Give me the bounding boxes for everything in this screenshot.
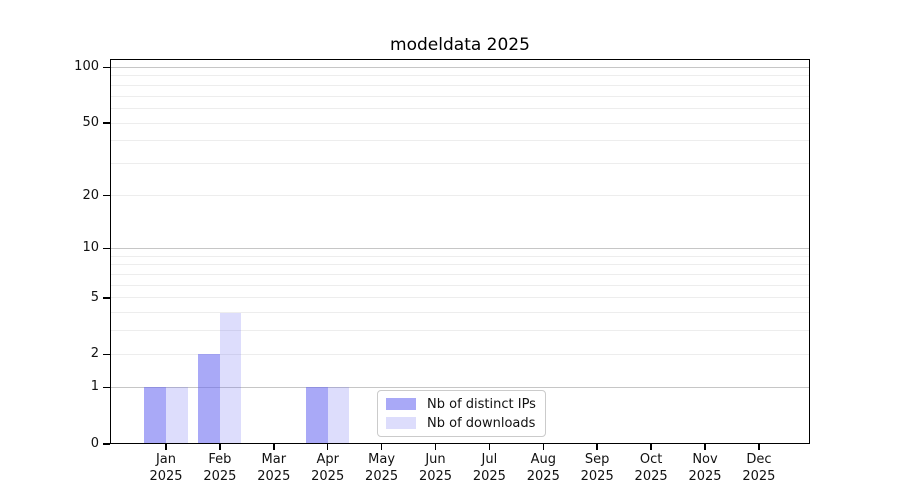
gridline-major bbox=[110, 386, 810, 388]
x-tick bbox=[326, 444, 329, 450]
x-tick bbox=[434, 444, 437, 450]
y-tick-label: 5 bbox=[90, 289, 99, 305]
y-tick bbox=[103, 297, 110, 299]
bar-nb-of-distinct-ips-apr bbox=[306, 387, 328, 444]
x-tick-month: Nov bbox=[692, 452, 718, 467]
gridline-minor bbox=[110, 284, 810, 286]
x-tick-month: Jul bbox=[481, 452, 498, 467]
bar-nb-of-downloads-jan bbox=[166, 387, 188, 444]
gridline-minor bbox=[110, 297, 810, 299]
y-tick bbox=[103, 443, 110, 445]
x-tick-year: 2025 bbox=[365, 468, 399, 484]
y-tick-label: 20 bbox=[82, 187, 99, 203]
legend-swatch-downloads bbox=[386, 417, 416, 429]
x-tick-year: 2025 bbox=[580, 468, 614, 484]
x-tick bbox=[273, 444, 275, 450]
x-tick-year: 2025 bbox=[311, 468, 345, 484]
legend: Nb of distinct IPs Nb of downloads bbox=[377, 390, 546, 437]
bar-nb-of-distinct-ips-jan bbox=[144, 387, 166, 444]
y-tick-label: 10 bbox=[82, 240, 99, 256]
x-tick bbox=[219, 444, 221, 450]
x-tick-year: 2025 bbox=[526, 468, 560, 484]
plot-area bbox=[110, 59, 810, 444]
x-tick-month: Jan bbox=[155, 452, 177, 467]
x-tick-year: 2025 bbox=[418, 468, 453, 484]
gridline-minor bbox=[110, 140, 810, 142]
bar-nb-of-downloads-apr bbox=[327, 387, 350, 444]
x-tick bbox=[542, 444, 545, 450]
y-tick-label: 50 bbox=[82, 115, 99, 131]
y-tick bbox=[103, 194, 110, 197]
x-tick-year: 2025 bbox=[742, 468, 776, 484]
gridline-major bbox=[110, 247, 810, 249]
x-tick-label: Oct 2025 bbox=[619, 452, 683, 485]
x-tick-label: Jan 2025 bbox=[134, 452, 198, 485]
legend-label-distinct-ips: Nb of distinct IPs bbox=[427, 396, 536, 412]
x-tick-month: Dec bbox=[746, 452, 772, 467]
legend-item-distinct-ips: Nb of distinct IPs bbox=[386, 396, 545, 412]
x-tick bbox=[380, 444, 383, 450]
x-tick-label: Mar 2025 bbox=[242, 452, 306, 485]
legend-swatch-distinct-ips bbox=[386, 398, 416, 410]
x-tick-month: May bbox=[368, 452, 396, 467]
x-tick-month: Sep bbox=[584, 452, 610, 467]
y-tick bbox=[103, 386, 110, 389]
x-tick-month: Apr bbox=[316, 452, 339, 467]
x-tick bbox=[488, 444, 491, 450]
x-tick-year: 2025 bbox=[688, 468, 722, 484]
bar-nb-of-downloads-feb bbox=[219, 312, 242, 444]
gridline-minor bbox=[110, 264, 810, 266]
gridline-minor bbox=[110, 122, 810, 124]
x-tick-label: Jun 2025 bbox=[404, 452, 468, 485]
x-tick-label: Feb 2025 bbox=[188, 452, 252, 485]
gridline-major bbox=[110, 66, 810, 68]
y-tick bbox=[103, 122, 110, 124]
x-tick-year: 2025 bbox=[472, 468, 506, 484]
x-tick-month: Feb bbox=[208, 452, 232, 467]
gridline-minor bbox=[110, 75, 810, 77]
legend-label-downloads: Nb of downloads bbox=[427, 415, 536, 431]
x-tick-label: Jul 2025 bbox=[457, 452, 521, 485]
x-tick-year: 2025 bbox=[257, 468, 291, 484]
x-tick-month: Oct bbox=[639, 452, 663, 467]
gridline-minor bbox=[110, 163, 810, 165]
gridline-minor bbox=[110, 195, 810, 197]
x-tick-label: Aug 2025 bbox=[511, 452, 575, 485]
y-tick bbox=[103, 247, 110, 250]
x-tick-month: Mar bbox=[261, 452, 287, 467]
y-tick-label: 1 bbox=[90, 379, 99, 395]
x-tick-year: 2025 bbox=[203, 468, 237, 484]
x-tick-month: Aug bbox=[530, 452, 556, 467]
gridline-minor bbox=[110, 95, 810, 97]
x-tick-year: 2025 bbox=[149, 468, 183, 484]
x-tick-month: Jun bbox=[425, 452, 446, 467]
gridline-minor bbox=[110, 330, 810, 332]
legend-item-downloads: Nb of downloads bbox=[386, 415, 545, 431]
x-tick-label: Dec 2025 bbox=[727, 452, 791, 485]
chart-title: modeldata 2025 bbox=[390, 35, 530, 55]
gridline-minor bbox=[110, 273, 810, 275]
x-tick-label: May 2025 bbox=[350, 452, 414, 485]
x-tick-label: Nov 2025 bbox=[673, 452, 737, 485]
y-tick-label: 0 bbox=[90, 436, 99, 451]
gridline-minor bbox=[110, 84, 810, 86]
gridline-minor bbox=[110, 108, 810, 110]
x-tick bbox=[650, 444, 652, 450]
x-tick-label: Sep 2025 bbox=[565, 452, 629, 485]
y-tick-label: 100 bbox=[74, 59, 99, 75]
x-tick bbox=[758, 444, 760, 450]
gridline-minor bbox=[110, 353, 810, 355]
y-tick bbox=[103, 66, 110, 69]
x-tick bbox=[596, 444, 598, 450]
bar-nb-of-distinct-ips-feb bbox=[198, 354, 220, 444]
x-tick-label: Apr 2025 bbox=[296, 452, 360, 485]
x-tick bbox=[704, 444, 706, 450]
x-tick bbox=[165, 444, 167, 450]
gridline-minor bbox=[110, 312, 810, 314]
y-tick-label: 2 bbox=[90, 346, 99, 362]
x-tick-year: 2025 bbox=[634, 468, 668, 484]
gridline-minor bbox=[110, 255, 810, 257]
y-tick bbox=[103, 353, 110, 356]
